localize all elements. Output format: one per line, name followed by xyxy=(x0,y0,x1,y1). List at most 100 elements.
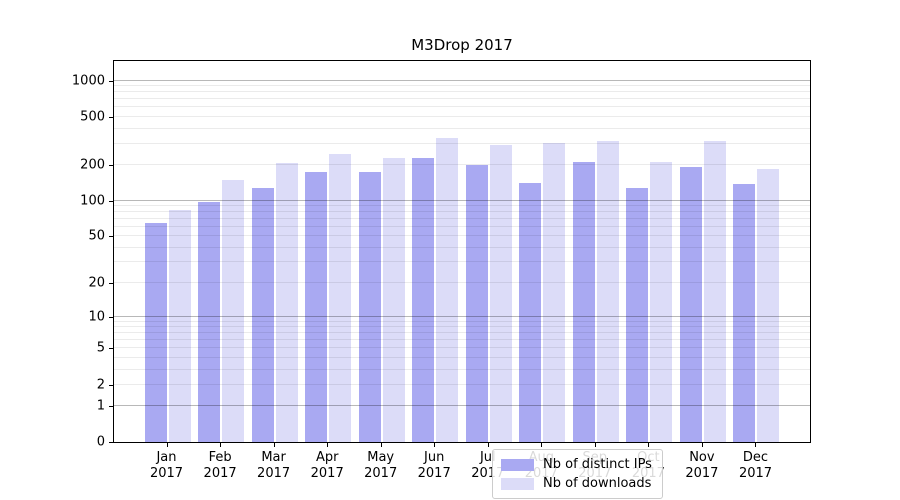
x-tick-label: Jan 2017 xyxy=(137,450,197,482)
bar-distinct-ips xyxy=(519,182,542,442)
y-tick xyxy=(109,442,113,443)
y-tick xyxy=(109,81,113,82)
y-tick-label: 5 xyxy=(96,340,105,356)
x-tick-month: Apr xyxy=(315,450,339,465)
y-tick-label: 1 xyxy=(96,398,105,414)
bar-downloads xyxy=(329,154,352,442)
gridline-minor xyxy=(114,91,810,93)
x-tick-month: Feb xyxy=(208,450,232,465)
y-tick-label: 10 xyxy=(88,309,105,325)
bar-distinct-ips xyxy=(144,222,167,442)
x-tick-label: May 2017 xyxy=(351,450,411,482)
x-tick xyxy=(381,443,382,447)
x-tick-month: Mar xyxy=(261,450,286,465)
gridline-minor xyxy=(114,85,810,87)
legend-item-downloads: Nb of downloads xyxy=(501,474,652,493)
bar-downloads xyxy=(222,180,245,442)
legend-swatch-distinct-ips xyxy=(501,458,534,471)
x-tick xyxy=(648,443,649,447)
y-tick xyxy=(109,117,113,118)
y-tick-label: 2 xyxy=(96,377,105,392)
x-tick-year: 2017 xyxy=(310,466,344,481)
x-tick-year: 2017 xyxy=(149,466,184,481)
x-tick xyxy=(755,443,756,447)
bar-downloads xyxy=(382,157,405,442)
y-tick-label: 20 xyxy=(88,275,105,291)
x-tick-label: Dec 2017 xyxy=(726,450,786,482)
x-tick xyxy=(702,443,703,447)
x-tick xyxy=(541,443,542,447)
plot-canvas xyxy=(114,61,810,442)
y-tick xyxy=(109,348,113,349)
y-tick xyxy=(109,317,113,318)
bar-downloads xyxy=(596,140,619,442)
gridline-minor xyxy=(114,127,810,129)
x-tick-year: 2017 xyxy=(203,466,237,481)
bar-downloads xyxy=(275,163,298,442)
legend-label-downloads: Nb of downloads xyxy=(543,476,652,491)
bar-distinct-ips xyxy=(251,188,274,442)
bar-downloads xyxy=(703,141,726,442)
legend-swatch-downloads xyxy=(501,477,534,490)
bar-distinct-ips xyxy=(733,184,756,442)
chart-title: M3Drop 2017 xyxy=(411,36,513,54)
legend: Nb of distinct IPs Nb of downloads xyxy=(492,449,663,499)
y-tick xyxy=(109,406,113,407)
y-tick-label: 0 xyxy=(96,434,105,450)
gridline-minor xyxy=(114,98,810,100)
gridline-minor xyxy=(114,115,810,117)
bar-downloads xyxy=(489,144,512,442)
bar-distinct-ips xyxy=(412,158,435,442)
bar-downloads xyxy=(436,138,459,442)
x-tick-label: Jun 2017 xyxy=(404,450,464,482)
x-tick-month: Dec xyxy=(742,450,769,465)
x-tick xyxy=(167,443,168,447)
x-tick-month: Jan xyxy=(156,450,177,465)
y-tick-label: 500 xyxy=(80,109,105,125)
bar-distinct-ips xyxy=(679,167,702,442)
plot-area: Nb of distinct IPs Nb of downloads xyxy=(113,60,811,499)
x-tick-label: Mar 2017 xyxy=(244,450,304,482)
x-tick-month: Nov xyxy=(689,450,715,465)
gridline-minor xyxy=(114,106,810,108)
bar-distinct-ips xyxy=(358,172,381,442)
y-tick xyxy=(109,236,113,237)
y-tick xyxy=(109,165,113,166)
bar-downloads xyxy=(543,143,566,442)
y-tick-label: 1000 xyxy=(71,73,105,89)
bar-distinct-ips xyxy=(198,202,221,442)
x-tick-label: Apr 2017 xyxy=(297,450,357,482)
y-tick-label: 100 xyxy=(80,193,105,209)
bar-downloads xyxy=(168,209,191,442)
y-tick-label: 50 xyxy=(88,228,105,244)
bar-downloads xyxy=(650,162,673,442)
y-tick-label: 200 xyxy=(80,157,105,173)
x-tick-year: 2017 xyxy=(364,466,398,481)
y-tick xyxy=(109,283,113,284)
bar-distinct-ips xyxy=(572,162,595,442)
x-tick xyxy=(220,443,221,447)
x-tick-month: Jun xyxy=(424,450,445,465)
x-tick xyxy=(327,443,328,447)
legend-item-distinct-ips: Nb of distinct IPs xyxy=(501,455,652,474)
x-tick-label: Nov 2017 xyxy=(672,450,732,482)
y-tick xyxy=(109,385,113,386)
x-tick xyxy=(434,443,435,447)
x-tick-month: May xyxy=(367,450,395,465)
x-tick-year: 2017 xyxy=(685,466,719,481)
x-tick-month: Jul xyxy=(479,450,496,465)
y-tick xyxy=(109,201,113,202)
x-tick-label: Feb 2017 xyxy=(190,450,250,482)
x-tick xyxy=(595,443,596,447)
legend-label-distinct-ips: Nb of distinct IPs xyxy=(543,457,652,472)
x-tick xyxy=(274,443,275,447)
x-tick-year: 2017 xyxy=(417,466,451,481)
x-tick-year: 2017 xyxy=(738,466,773,481)
bar-distinct-ips xyxy=(626,188,649,442)
bar-distinct-ips xyxy=(305,171,328,442)
x-tick xyxy=(488,443,489,447)
bar-distinct-ips xyxy=(465,165,488,442)
x-tick-year: 2017 xyxy=(257,466,291,481)
bar-downloads xyxy=(757,168,780,442)
gridline-major xyxy=(114,79,810,81)
